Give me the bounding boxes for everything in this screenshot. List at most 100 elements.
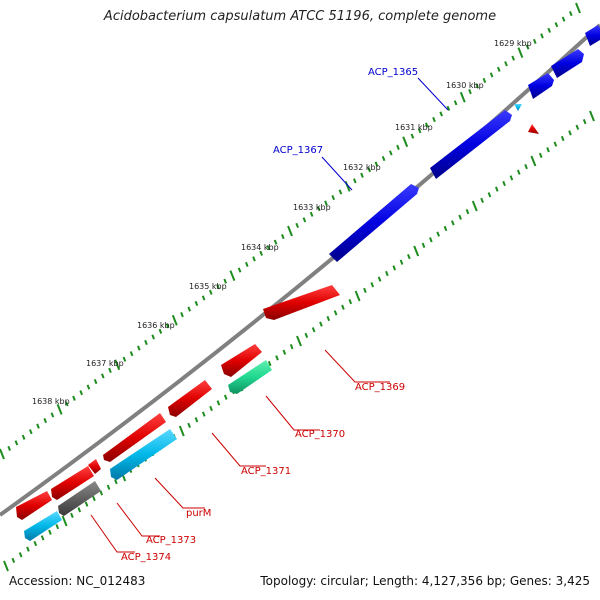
gene-feature[interactable] — [430, 110, 512, 179]
gene-feature[interactable] — [221, 344, 262, 377]
minor-tick — [524, 164, 528, 170]
minor-tick — [417, 128, 422, 134]
scale-tick-label: 1629 kbp — [494, 39, 532, 48]
minor-tick — [28, 429, 33, 435]
gene-label-acp-1370[interactable]: ACP_1370 — [295, 429, 345, 440]
rrna-feature[interactable] — [228, 360, 272, 394]
minor-tick — [532, 38, 537, 45]
minor-tick — [259, 250, 264, 256]
minor-tick — [547, 27, 552, 33]
minor-tick — [289, 344, 294, 350]
minor-tick — [18, 552, 23, 558]
minor-tick — [295, 222, 300, 228]
major-tick — [229, 270, 236, 281]
minor-tick — [275, 355, 279, 361]
minor-tick — [99, 490, 104, 496]
minor-tick — [511, 55, 516, 61]
minor-tick — [453, 100, 458, 106]
minor-tick — [560, 135, 565, 142]
minor-tick — [385, 270, 389, 277]
minor-tick — [381, 155, 386, 162]
minor-tick — [429, 237, 433, 243]
minor-tick — [446, 105, 451, 111]
major-tick — [0, 448, 5, 460]
minor-tick — [360, 172, 364, 178]
trna-feature[interactable] — [110, 429, 177, 480]
minor-tick — [84, 501, 89, 507]
gene-feature[interactable] — [551, 49, 584, 78]
major-tick — [413, 245, 420, 257]
minor-tick — [352, 178, 357, 184]
minor-tick — [129, 351, 134, 357]
minor-tick — [374, 161, 379, 167]
minor-tick — [443, 225, 448, 232]
major-tick — [402, 136, 409, 148]
minor-tick — [540, 33, 544, 39]
major-tick — [171, 314, 178, 326]
minor-tick — [432, 116, 436, 123]
gene-label-acp-1374[interactable]: ACP_1374 — [121, 552, 171, 563]
topology-summary: Topology: circular; Length: 4,127,356 bp… — [260, 574, 590, 588]
minor-tick — [77, 507, 82, 513]
minor-tick — [439, 111, 444, 117]
gene-label-acp-1369[interactable]: ACP_1369 — [355, 382, 405, 393]
gene-label-acp-1371[interactable]: ACP_1371 — [241, 466, 291, 477]
pseudo-gene-feature[interactable] — [58, 481, 101, 516]
minor-tick — [50, 412, 55, 418]
minor-tick — [516, 169, 521, 175]
minor-tick — [338, 189, 343, 195]
gene-feature[interactable] — [528, 124, 539, 134]
gene-feature[interactable] — [329, 184, 419, 262]
minor-tick — [55, 524, 60, 530]
minor-tick — [568, 130, 572, 136]
minor-tick — [223, 278, 228, 284]
minor-tick — [324, 200, 328, 206]
minor-tick — [504, 61, 508, 67]
gene-feature[interactable] — [16, 491, 52, 520]
gene-label-purm[interactable]: purM — [186, 508, 211, 519]
gene-label-acp-1373[interactable]: ACP_1373 — [146, 535, 196, 546]
gene-feature[interactable] — [51, 466, 94, 500]
minor-tick — [546, 147, 550, 153]
minor-tick — [326, 315, 331, 322]
minor-tick — [93, 378, 98, 385]
minor-tick — [407, 254, 411, 260]
minor-tick — [311, 327, 316, 333]
reverse-strand-genes — [16, 124, 539, 541]
minor-tick — [487, 192, 492, 198]
gene-label-acp-1367[interactable]: ACP_1367 — [273, 145, 323, 156]
gene-feature[interactable] — [168, 380, 212, 417]
minor-tick — [553, 141, 558, 147]
gene-feature[interactable] — [263, 285, 340, 320]
minor-tick — [26, 546, 30, 552]
major-tick — [287, 225, 293, 237]
major-tick — [517, 47, 524, 58]
trna-feature[interactable] — [24, 511, 62, 541]
minor-tick — [208, 289, 213, 295]
minor-tick — [489, 72, 494, 78]
gene-feature[interactable] — [103, 413, 166, 462]
map-title: Acidobacterium capsulatum ATCC 51196, co… — [103, 9, 497, 24]
minor-tick — [209, 405, 213, 412]
minor-tick — [436, 231, 440, 237]
scale-tick-label: 1632 kbp — [343, 163, 381, 172]
minor-tick — [48, 529, 52, 535]
scale-tick-labels: 1629 kbp 1630 kbp 1631 kbp 1632 kbp 1633 kbp… — [32, 39, 532, 406]
gene-feature[interactable] — [528, 73, 554, 99]
scale-tick-label: 1634 kbp — [241, 243, 279, 252]
inner-tick-marks — [3, 110, 595, 572]
minor-tick — [194, 417, 199, 423]
forward-strand-genes — [329, 25, 600, 262]
gene-label-acp-1365[interactable]: ACP_1365 — [368, 67, 418, 78]
minor-tick — [187, 306, 192, 312]
minor-tick — [302, 217, 307, 223]
minor-tick — [396, 144, 400, 150]
scale-tick-label: 1637 kbp — [86, 359, 124, 368]
minor-tick — [561, 16, 566, 22]
minor-tick — [494, 186, 499, 192]
minor-tick — [367, 167, 372, 173]
gene-feature[interactable] — [88, 459, 101, 474]
trna-marker[interactable] — [514, 104, 522, 111]
gene-feature[interactable] — [585, 25, 600, 46]
